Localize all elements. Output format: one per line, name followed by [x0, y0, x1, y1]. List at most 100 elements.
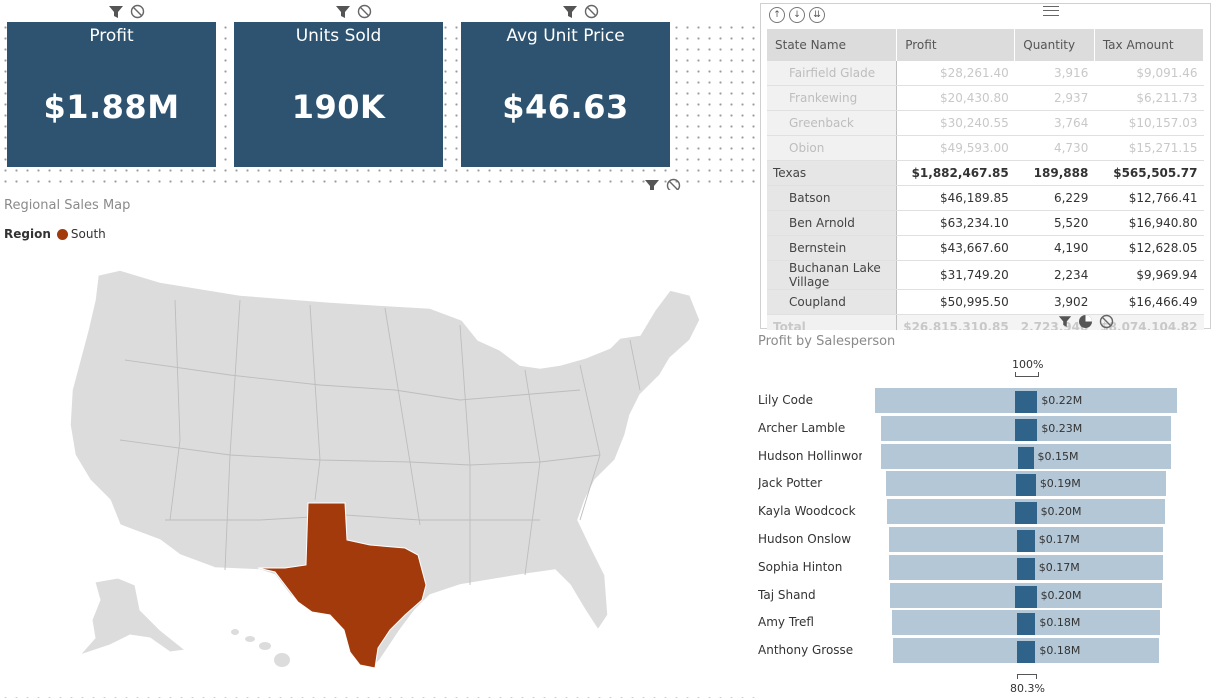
- no-filter-icon[interactable]: [584, 4, 599, 19]
- bar-row[interactable]: Amy Trefl $0.18M: [756, 610, 1211, 636]
- cell-profit: $46,189.85: [896, 185, 1015, 211]
- cell-quantity: 3,916: [1014, 61, 1095, 86]
- top-percent-label: 100%: [1012, 358, 1044, 371]
- kpi3-header-icons: [562, 4, 599, 19]
- filter-icon[interactable]: [644, 179, 660, 193]
- column-header-tax[interactable]: Tax Amount: [1094, 29, 1205, 61]
- drill-down-icon[interactable]: ↓: [789, 7, 805, 23]
- bar-value-label: $0.18M: [1039, 644, 1081, 658]
- map-legend: Region South: [4, 227, 106, 241]
- cell-profit: $50,995.50: [896, 289, 1015, 315]
- bar-value-label: $0.15M: [1037, 449, 1079, 463]
- table-row[interactable]: Batson $46,189.85 6,229 $12,766.41: [767, 185, 1204, 211]
- filter-icon[interactable]: [1058, 315, 1072, 328]
- no-filter-icon[interactable]: [357, 4, 372, 19]
- cell-tax-amount: $16,466.49: [1094, 289, 1204, 315]
- bar-value-label: $0.20M: [1040, 588, 1082, 602]
- salesperson-name: Anthony Grosse: [758, 643, 854, 658]
- no-filter-icon[interactable]: [1099, 314, 1114, 329]
- table-row[interactable]: Ben Arnold $63,234.10 5,520 $16,940.80: [767, 210, 1204, 236]
- bar-highlight[interactable]: [1017, 557, 1035, 580]
- expand-all-icon[interactable]: ⇊: [809, 7, 825, 23]
- cell-quantity: 6,229: [1014, 185, 1095, 211]
- bar-value-label: $0.19M: [1039, 477, 1081, 491]
- us-map[interactable]: [0, 190, 755, 695]
- drill-up-icon[interactable]: ↑: [769, 7, 785, 23]
- matrix: State Name Profit Quantity Tax Amount Fa…: [767, 29, 1205, 340]
- bar-highlight[interactable]: [1016, 474, 1036, 497]
- salesperson-name: Archer Lamble: [758, 420, 846, 435]
- column-header-profit[interactable]: Profit: [896, 29, 1016, 61]
- bar-highlight[interactable]: [1014, 418, 1038, 441]
- map-title: Regional Sales Map: [4, 198, 131, 213]
- cell-quantity: 3,902: [1014, 289, 1095, 315]
- bar-row[interactable]: Anthony Grosse $0.18M: [756, 638, 1211, 664]
- cell-tax-amount: $16,940.80: [1094, 210, 1204, 236]
- kpi2-header-icons: [335, 4, 372, 19]
- cell-profit: $43,667.60: [896, 235, 1015, 261]
- kpi-value: 190K: [291, 88, 386, 126]
- cell-state-name: Frankewing: [767, 85, 898, 111]
- table-row[interactable]: Obion $49,593.00 4,730 $15,271.15: [767, 135, 1204, 161]
- table-row[interactable]: Buchanan Lake Village $31,749.20 2,234 $9,9…: [767, 260, 1204, 290]
- drill-toolbar: ↑ ↓ ⇊: [769, 7, 825, 23]
- regional-sales-map[interactable]: Regional Sales Map Region South: [0, 190, 755, 695]
- cell-state-name: Ben Arnold: [767, 210, 898, 236]
- bar-highlight[interactable]: [1015, 502, 1037, 525]
- state-borders: [119, 299, 641, 585]
- bar-highlight[interactable]: [1014, 391, 1038, 413]
- kpi-card-units-sold[interactable]: Units Sold 190K: [234, 22, 443, 167]
- salesperson-name: Jack Potter: [758, 476, 823, 491]
- state-matrix-table[interactable]: ↑ ↓ ⇊ State Name Profit Quantity Tax Amo…: [760, 3, 1211, 340]
- bar-row[interactable]: Archer Lamble $0.23M: [756, 415, 1211, 442]
- no-filter-icon[interactable]: [130, 4, 145, 19]
- table-row[interactable]: Coupland $50,995.50 3,902 $16,466.49: [767, 289, 1204, 315]
- cell-profit: $1,882,467.85: [896, 160, 1015, 186]
- cell-quantity: 3,764: [1014, 110, 1095, 136]
- table-row[interactable]: Fairfield Glade $28,261.40 3,916 $9,091.46: [767, 61, 1204, 86]
- column-header-quantity[interactable]: Quantity: [1014, 29, 1095, 61]
- top-percent-bracket: [1015, 372, 1039, 377]
- filter-icon[interactable]: [562, 5, 578, 19]
- bar-row[interactable]: Hudson Hollinwor... $0.15M: [756, 443, 1211, 470]
- legend-item-south[interactable]: South: [56, 227, 106, 241]
- state-alaska: [78, 577, 187, 657]
- bottom-percent-label: 80.3%: [1010, 682, 1045, 695]
- bar-chart-header-icons: [1058, 314, 1114, 329]
- kpi-label: Avg Unit Price: [506, 26, 625, 46]
- bar-row[interactable]: Hudson Onslow $0.17M: [756, 527, 1211, 553]
- bar-row[interactable]: Lily Code $0.22M: [756, 388, 1211, 414]
- salesperson-name: Hudson Onslow: [758, 532, 852, 546]
- column-header-state[interactable]: State Name: [767, 29, 898, 61]
- salesperson-name: Hudson Hollinwor...: [758, 448, 862, 463]
- bar-highlight[interactable]: [1017, 530, 1035, 552]
- drag-handle-icon[interactable]: [1043, 6, 1059, 16]
- filter-icon[interactable]: [108, 5, 124, 19]
- table-row[interactable]: Frankewing $20,430.80 2,937 $6,211.73: [767, 85, 1204, 111]
- salesperson-name: Taj Shand: [758, 587, 816, 602]
- profit-by-salesperson-chart[interactable]: Profit by Salesperson 100% Lily Code $0.2…: [756, 330, 1211, 698]
- bar-row[interactable]: Sophia Hinton $0.17M: [756, 554, 1211, 581]
- cell-state-name: Texas: [767, 160, 898, 186]
- kpi-card-profit[interactable]: Profit $1.88M: [7, 22, 216, 167]
- table-row[interactable]: Bernstein $43,667.60 4,190 $12,628.05: [767, 235, 1204, 261]
- cell-tax-amount: $565,505.77: [1094, 160, 1204, 186]
- bar-value-label: $0.23M: [1041, 421, 1083, 435]
- filter-icon[interactable]: [335, 5, 351, 19]
- pie-highlight-icon[interactable]: [1078, 314, 1093, 329]
- bar-highlight[interactable]: [1015, 585, 1037, 608]
- bar-highlight[interactable]: [1016, 613, 1036, 636]
- bar-highlight[interactable]: [1016, 641, 1036, 664]
- cell-profit: $28,261.40: [896, 61, 1015, 86]
- cell-tax-amount: $9,091.46: [1094, 61, 1204, 86]
- bar-row[interactable]: Jack Potter $0.19M: [756, 471, 1211, 497]
- bar-highlight[interactable]: [1018, 446, 1034, 469]
- cell-quantity: 4,190: [1014, 235, 1095, 261]
- table-row[interactable]: Texas $1,882,467.85 189,888 $565,505.77: [767, 160, 1204, 186]
- kpi-card-avg-unit-price[interactable]: Avg Unit Price $46.63: [461, 22, 670, 167]
- state-texas: [257, 502, 427, 669]
- table-row[interactable]: Greenback $30,240.55 3,764 $10,157.03: [767, 110, 1204, 136]
- bar-row[interactable]: Taj Shand $0.20M: [756, 582, 1211, 609]
- legend-swatch: [56, 228, 68, 240]
- bar-row[interactable]: Kayla Woodcock $0.20M: [756, 499, 1211, 525]
